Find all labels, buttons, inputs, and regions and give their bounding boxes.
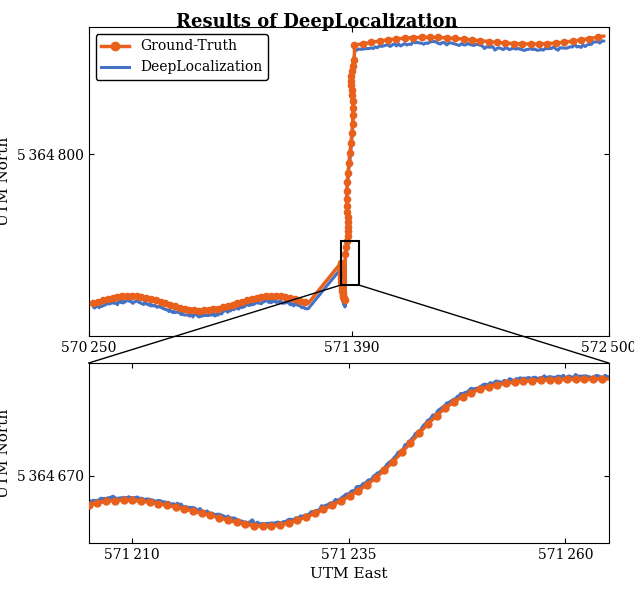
Text: Results of DeepLocalization: Results of DeepLocalization: [176, 13, 458, 31]
Y-axis label: UTM North: UTM North: [0, 137, 11, 226]
Legend: Ground-Truth, DeepLocalization: Ground-Truth, DeepLocalization: [96, 34, 268, 80]
X-axis label: UTM East: UTM East: [310, 568, 387, 581]
Bar: [340, 241, 359, 285]
Y-axis label: UTM North: UTM North: [0, 409, 11, 497]
